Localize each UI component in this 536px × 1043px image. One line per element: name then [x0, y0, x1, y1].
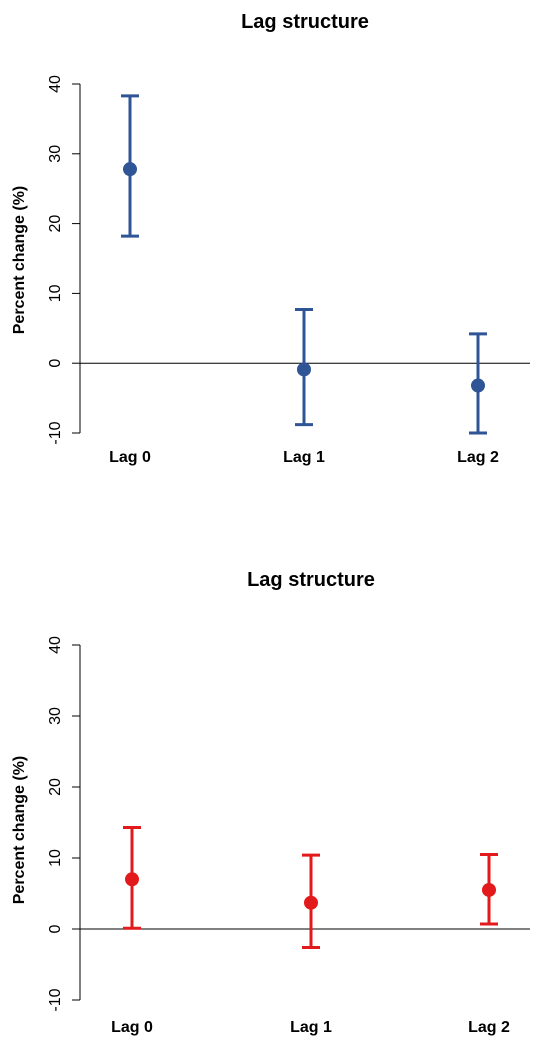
lag-structure-chart-top: Lag structure Percent change (%) -10 0 10 2… — [11, 11, 530, 466]
y-tick-label: 40 — [47, 636, 64, 654]
y-tick-label: 0 — [47, 359, 64, 368]
x-tick-label: Lag 1 — [283, 449, 325, 466]
lag-structure-chart-bottom: Lag structure Percent change (%) -10 0 10 2… — [11, 569, 530, 1036]
chart-title: Lag structure — [247, 569, 375, 591]
y-tick-label: 30 — [47, 707, 64, 725]
y-axis: -10 0 10 20 30 40 — [47, 636, 81, 1012]
point-estimates — [123, 162, 485, 393]
x-axis-labels: Lag 0 Lag 1 Lag 2 — [109, 449, 499, 466]
y-tick-label: 40 — [47, 75, 64, 93]
chart-panel-top: Lag structure Percent change (%) -10 0 10 2… — [0, 0, 536, 519]
y-tick-label: -10 — [47, 988, 64, 1011]
y-axis: -10 0 10 20 30 40 — [47, 75, 81, 445]
point-estimates — [125, 872, 496, 910]
y-tick-label: 0 — [47, 924, 64, 933]
point-estimate — [471, 378, 485, 393]
x-tick-label: Lag 2 — [457, 449, 499, 466]
y-axis-label: Percent change (%) — [11, 186, 28, 334]
point-estimate — [125, 872, 139, 887]
x-tick-label: Lag 0 — [109, 449, 151, 466]
point-estimate — [123, 162, 137, 177]
chart-panel-bottom: Lag structure Percent change (%) -10 0 10 2… — [0, 519, 536, 1038]
y-tick-label: 20 — [47, 215, 64, 233]
point-estimate — [482, 882, 496, 897]
x-tick-label: Lag 0 — [111, 1019, 153, 1036]
y-tick-label: 30 — [47, 145, 64, 163]
y-tick-label: -10 — [47, 421, 64, 444]
x-tick-label: Lag 2 — [468, 1019, 510, 1036]
point-estimate — [297, 362, 311, 377]
chart-title: Lag structure — [241, 11, 369, 33]
x-tick-label: Lag 1 — [290, 1019, 332, 1036]
y-tick-label: 10 — [47, 284, 64, 302]
y-tick-label: 20 — [47, 778, 64, 796]
x-axis-labels: Lag 0 Lag 1 Lag 2 — [111, 1019, 510, 1036]
point-estimate — [304, 895, 318, 910]
error-bars — [121, 94, 487, 435]
y-axis-label: Percent change (%) — [11, 756, 28, 904]
y-tick-label: 10 — [47, 849, 64, 867]
